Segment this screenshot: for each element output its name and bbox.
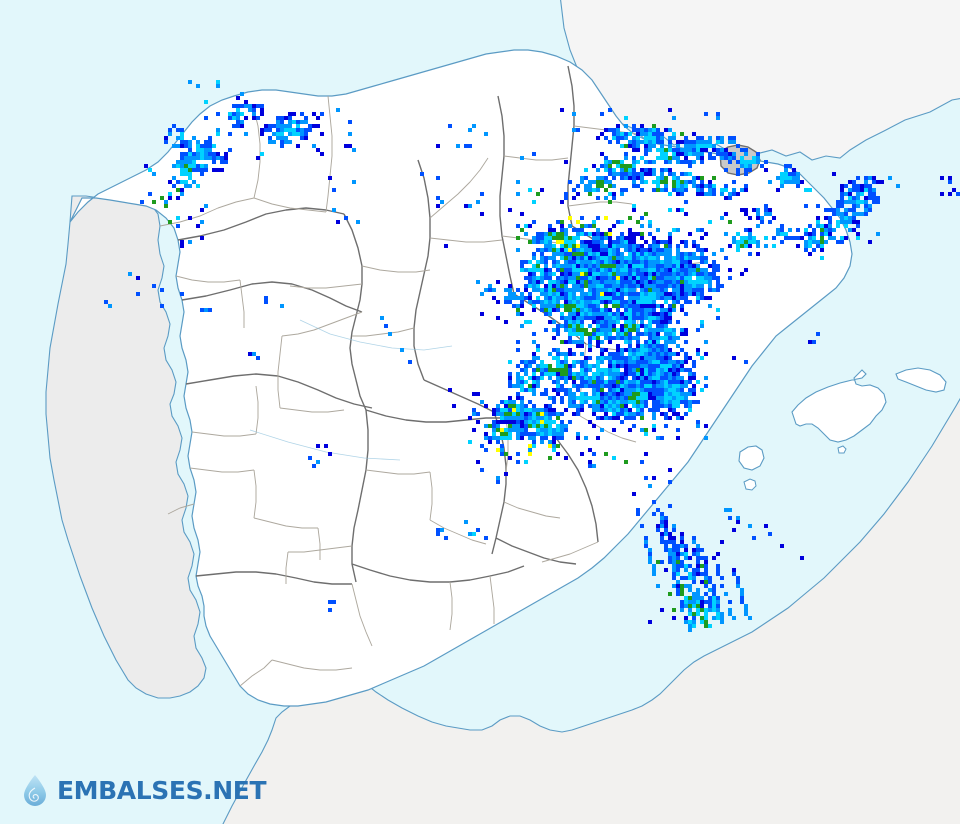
- brand-watermark: EMBALSES.NET: [22, 774, 267, 806]
- water-drop-icon: [24, 775, 46, 806]
- brand-name: EMBALSES.NET: [57, 775, 267, 805]
- island-formentera: [743, 478, 757, 491]
